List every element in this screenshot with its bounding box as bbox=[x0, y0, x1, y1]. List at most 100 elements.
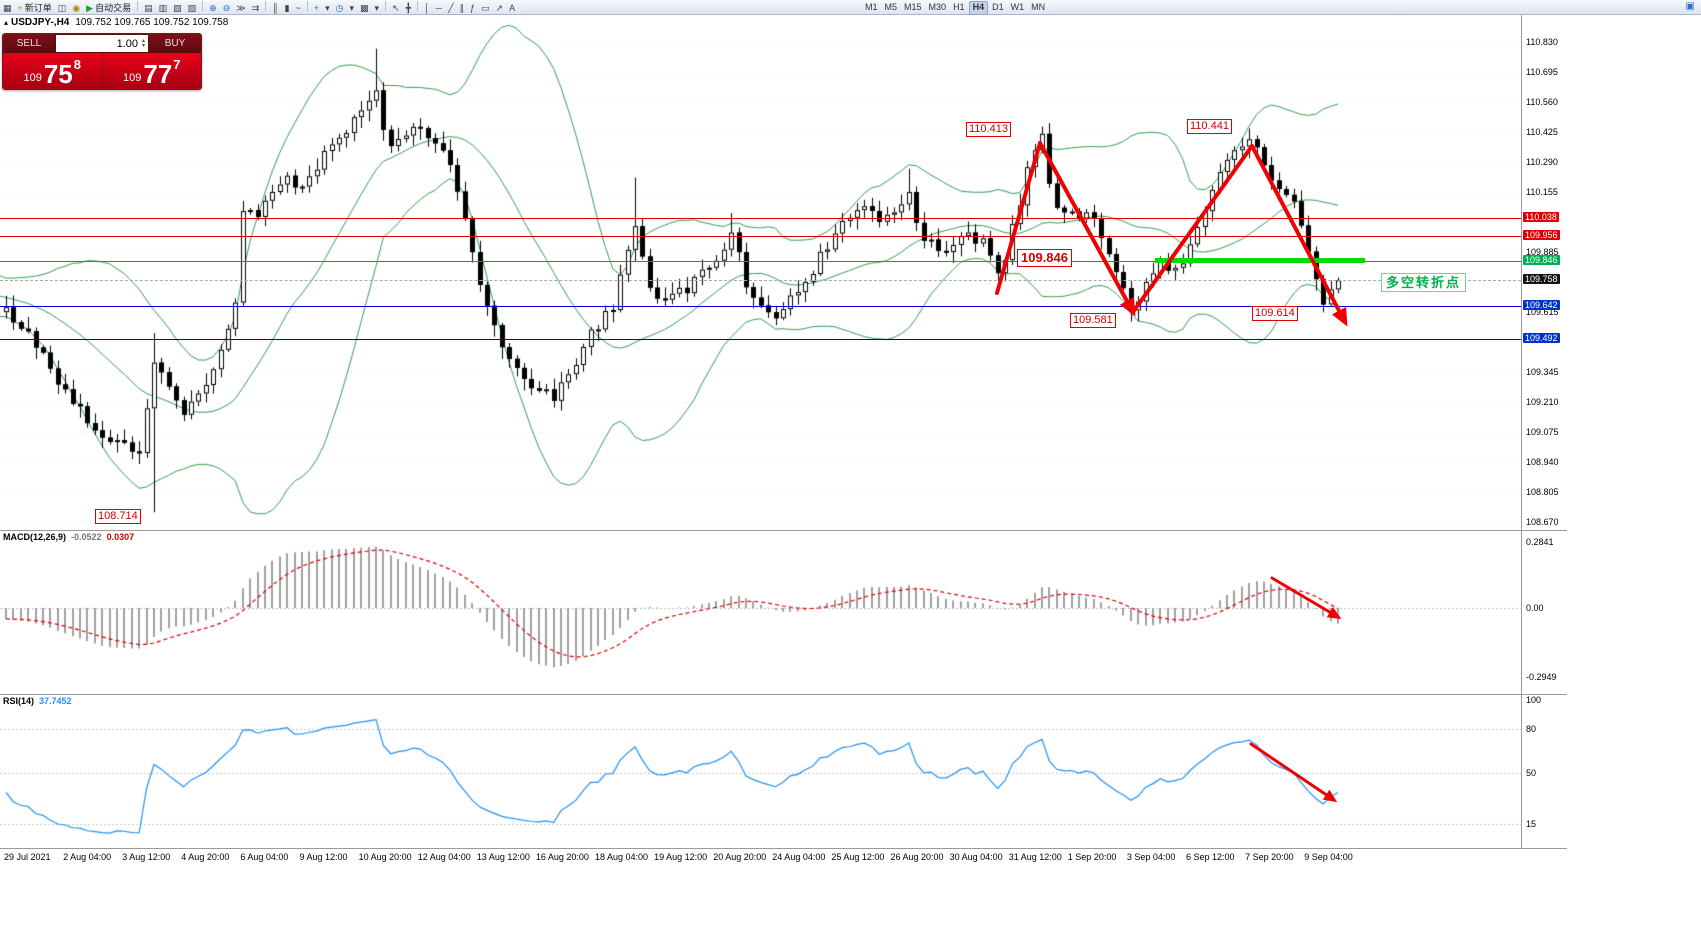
navigator-button[interactable]: ▧ bbox=[171, 2, 184, 14]
timeframe-toolbar: M1 M5 M15 M30 H1 H4 D1 W1 MN bbox=[862, 1, 1049, 15]
fibonacci-button[interactable]: ƒ bbox=[468, 2, 477, 14]
time-label: 9 Sep 04:00 bbox=[1304, 852, 1353, 862]
alerts-icon: ◉ bbox=[72, 2, 81, 13]
price-tick: 109.075 bbox=[1526, 427, 1559, 437]
new-order-button[interactable]: + 新订单 bbox=[16, 2, 54, 14]
candlestick-chart-button[interactable]: ▮ bbox=[283, 2, 292, 14]
auto-scroll-button[interactable]: ≫ bbox=[234, 2, 247, 14]
one-click-trading-panel: SELL 1.00 ▴ ▾ BUY 109 75 8 109 77 7 bbox=[2, 33, 202, 90]
bar-chart-icon: ║ bbox=[272, 2, 279, 13]
indicators-button[interactable]: + bbox=[312, 2, 321, 14]
timeframe-m15[interactable]: M15 bbox=[904, 2, 922, 12]
sell-button[interactable]: 109 75 8 bbox=[3, 53, 102, 89]
resistance-line-lower[interactable] bbox=[0, 236, 1521, 237]
channel-button[interactable]: ∥ bbox=[457, 2, 466, 14]
vertical-line-button[interactable]: │ bbox=[422, 2, 432, 14]
periods-button[interactable]: ◷ bbox=[334, 2, 346, 14]
volume-spinner[interactable]: ▴ ▾ bbox=[141, 37, 145, 49]
line-chart-button[interactable]: ~ bbox=[294, 2, 303, 14]
price-tick: 110.695 bbox=[1526, 67, 1558, 77]
sell-label-button[interactable]: SELL bbox=[3, 34, 55, 53]
toolbar-items: ▦ + 新订单 ◫ ◉ ▶ 自动交易 ▤ ▥ ▧ ▨ ⊕ ⊖ ≫ ⇉ ║ ▮ ~ + ▾ ◷ ▾ ▩ ▾ ↖ ╋ │ ─ ╱ ∥ ƒ ▭ ↗ A bbox=[0, 0, 518, 14]
crosshair-button[interactable]: ╋ bbox=[404, 2, 413, 14]
trade-panel-header: SELL 1.00 ▴ ▾ BUY bbox=[3, 34, 201, 53]
price-tick: 110.425 bbox=[1526, 127, 1558, 137]
support-line-upper[interactable] bbox=[0, 306, 1521, 307]
volume-up-icon[interactable]: ▴ bbox=[141, 37, 145, 44]
crosshair-icon: ╋ bbox=[405, 2, 412, 13]
zoom-in-button[interactable]: ⊕ bbox=[207, 2, 219, 14]
line-chart-icon: ~ bbox=[295, 2, 301, 13]
trendline-button[interactable]: ╱ bbox=[446, 2, 455, 14]
current-price-line[interactable] bbox=[0, 280, 1521, 281]
time-label: 7 Sep 20:00 bbox=[1245, 852, 1294, 862]
market-watch-icon: ▤ bbox=[144, 2, 153, 13]
support-line-lower[interactable] bbox=[0, 339, 1521, 340]
new-chart-button[interactable]: ▦ bbox=[1, 2, 14, 14]
buy-price-big: 77 bbox=[143, 59, 173, 89]
price-flag-109581[interactable]: 109.581 bbox=[1070, 313, 1116, 328]
volume-input[interactable]: 1.00 ▴ ▾ bbox=[56, 35, 148, 52]
autotrading-icon: ▶ bbox=[86, 2, 94, 13]
macd-axis-label: 0.2841 bbox=[1526, 537, 1554, 547]
toolbar-separator bbox=[202, 0, 204, 11]
volume-value: 1.00 bbox=[116, 37, 138, 50]
price-flag-109614[interactable]: 109.614 bbox=[1252, 306, 1298, 321]
pivot-line-green[interactable] bbox=[0, 261, 1521, 262]
timeframe-h4[interactable]: H4 bbox=[968, 1, 989, 15]
price-axis[interactable]: 110.830 110.695 110.560 110.425 110.290 110.1… bbox=[1522, 0, 1568, 870]
panel-separator-rsi[interactable] bbox=[0, 694, 1567, 695]
market-watch-button[interactable]: ▤ bbox=[142, 2, 155, 14]
panel-separator-macd[interactable] bbox=[0, 530, 1567, 531]
collapse-panel-icon[interactable]: ▴ bbox=[4, 18, 9, 27]
buy-button[interactable]: 109 77 7 bbox=[103, 53, 202, 89]
data-window-button[interactable]: ▥ bbox=[157, 2, 170, 14]
terminal-icon: ▨ bbox=[187, 2, 197, 13]
timeframe-m5[interactable]: M5 bbox=[884, 2, 898, 12]
panel-separator-timeaxis bbox=[0, 848, 1567, 849]
terminal-button[interactable]: ▨ bbox=[186, 2, 199, 14]
templates-button[interactable]: ▩ bbox=[358, 2, 371, 14]
horizontal-line-button[interactable]: ─ bbox=[434, 2, 444, 14]
time-label: 4 Aug 20:00 bbox=[181, 852, 230, 862]
alerts-button[interactable]: ◉ bbox=[70, 2, 82, 14]
rsi-axis-label: 80 bbox=[1526, 724, 1537, 734]
chart-shift-button[interactable]: ⇉ bbox=[250, 2, 262, 14]
price-flag-108714[interactable]: 108.714 bbox=[95, 509, 141, 524]
text-button[interactable]: A bbox=[507, 2, 517, 14]
zoom-out-button[interactable]: ⊖ bbox=[221, 2, 233, 14]
timeframe-w1[interactable]: W1 bbox=[1010, 2, 1025, 12]
templates-dropdown[interactable]: ▾ bbox=[373, 2, 382, 14]
cursor-button[interactable]: ↖ bbox=[390, 2, 402, 14]
price-flag-110441[interactable]: 110.441 bbox=[1187, 119, 1232, 134]
price-flag-109846[interactable]: 109.846 bbox=[1017, 249, 1072, 267]
timeframe-d1[interactable]: D1 bbox=[992, 2, 1004, 12]
horizontal-line-icon: ─ bbox=[435, 2, 443, 13]
new-order-icon: + bbox=[17, 2, 23, 13]
timeframe-mn[interactable]: MN bbox=[1031, 2, 1046, 12]
sell-price-sup: 8 bbox=[73, 57, 81, 72]
price-label-109492: 109.492 bbox=[1523, 333, 1560, 343]
time-axis[interactable]: 29 Jul 2021 2 Aug 04:00 3 Aug 12:00 4 Aug 2… bbox=[0, 849, 1521, 866]
autotrading-button[interactable]: ▶ 自动交易 bbox=[84, 2, 133, 14]
toolbar-separator bbox=[137, 0, 139, 11]
key-level-segment[interactable] bbox=[1155, 258, 1365, 263]
chart-windows-button[interactable]: ◫ bbox=[56, 2, 69, 14]
zoom-in-icon: ⊕ bbox=[209, 2, 217, 13]
volume-down-icon[interactable]: ▾ bbox=[141, 42, 145, 49]
arrows-button[interactable]: ↗ bbox=[494, 2, 506, 14]
timeframe-h1[interactable]: H1 bbox=[953, 2, 965, 12]
turning-point-note[interactable]: 多空转折点 bbox=[1381, 273, 1467, 292]
time-label: 2 Aug 04:00 bbox=[63, 852, 112, 862]
buy-price-prefix: 109 bbox=[122, 72, 142, 84]
price-flag-110413[interactable]: 110.413 bbox=[966, 122, 1011, 137]
periods-dropdown[interactable]: ▾ bbox=[348, 2, 357, 14]
shapes-button[interactable]: ▭ bbox=[479, 2, 492, 14]
buy-label-button[interactable]: BUY bbox=[149, 34, 201, 53]
indicators-dropdown[interactable]: ▾ bbox=[323, 2, 332, 14]
timeframe-m30[interactable]: M30 bbox=[928, 2, 947, 12]
timeframe-m1[interactable]: M1 bbox=[865, 2, 878, 12]
bar-chart-button[interactable]: ║ bbox=[270, 2, 280, 14]
resistance-line-upper[interactable] bbox=[0, 218, 1521, 219]
